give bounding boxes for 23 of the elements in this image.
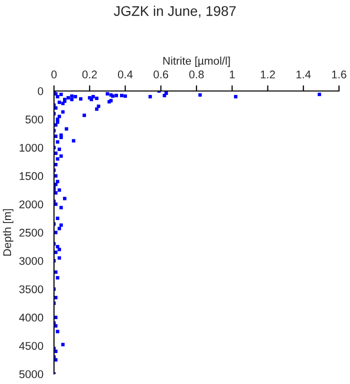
- x-tick-label: 0.6: [154, 70, 168, 78]
- y-tick-label: 4500: [19, 342, 44, 350]
- y-tick-label: 3000: [19, 257, 44, 265]
- x-tick-label: 1.4: [296, 70, 311, 78]
- x-tick-label: 0.4: [118, 70, 133, 78]
- x-tick-label: 0.8: [189, 70, 204, 78]
- y-tick-label: 1500: [20, 172, 44, 180]
- x-tick-label: 1.2: [260, 70, 275, 78]
- x-tick-label: 0.2: [82, 70, 97, 78]
- y-tick-label: 2000: [19, 200, 44, 208]
- y-axis-title: Depth [m]: [2, 209, 14, 256]
- x-tick-label: 1: [230, 70, 235, 78]
- y-tick-label: 3500: [19, 285, 44, 294]
- chart-title: JGZK in June, 1987: [114, 6, 236, 18]
- y-tick-label: 2500: [19, 228, 44, 237]
- y-tick-label: 500: [25, 116, 44, 124]
- y-tick-label: 1000: [20, 144, 44, 152]
- x-tick-label: 0: [51, 70, 57, 78]
- y-tick-label: 4000: [19, 314, 44, 322]
- x-tick-label: 1.6: [332, 70, 346, 78]
- x-axis-title: Nitrite [µmol/l]: [163, 56, 230, 67]
- y-tick-label: 0: [38, 87, 44, 96]
- y-tick-label: 5000: [19, 370, 44, 378]
